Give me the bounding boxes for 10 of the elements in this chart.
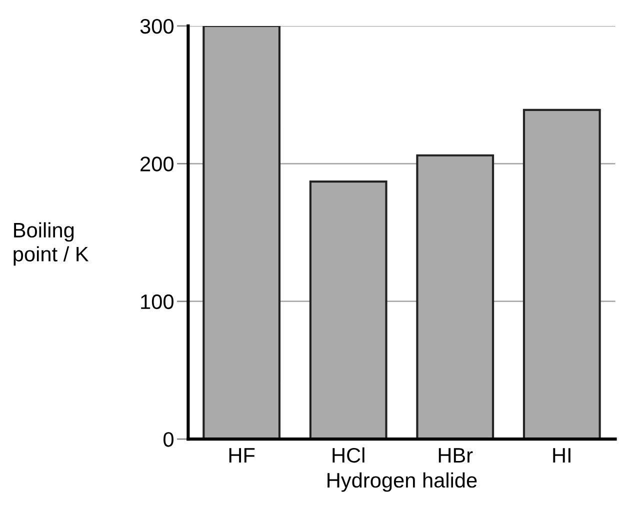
x-tick-label: HBr [438, 448, 473, 463]
y-axis-title: Boiling point / K [14, 222, 89, 266]
y-tick-label: 200 [140, 156, 174, 172]
y-tick-label: 100 [141, 294, 174, 310]
x-tick-label: HF [229, 448, 255, 463]
x-tick-label: HI [553, 448, 570, 463]
y-tick-label: 0 [164, 432, 174, 447]
y-tick-label: 300 [140, 18, 174, 34]
x-tick-label: HCl [332, 447, 364, 463]
x-axis-title: Hydrogen halide [328, 472, 477, 492]
